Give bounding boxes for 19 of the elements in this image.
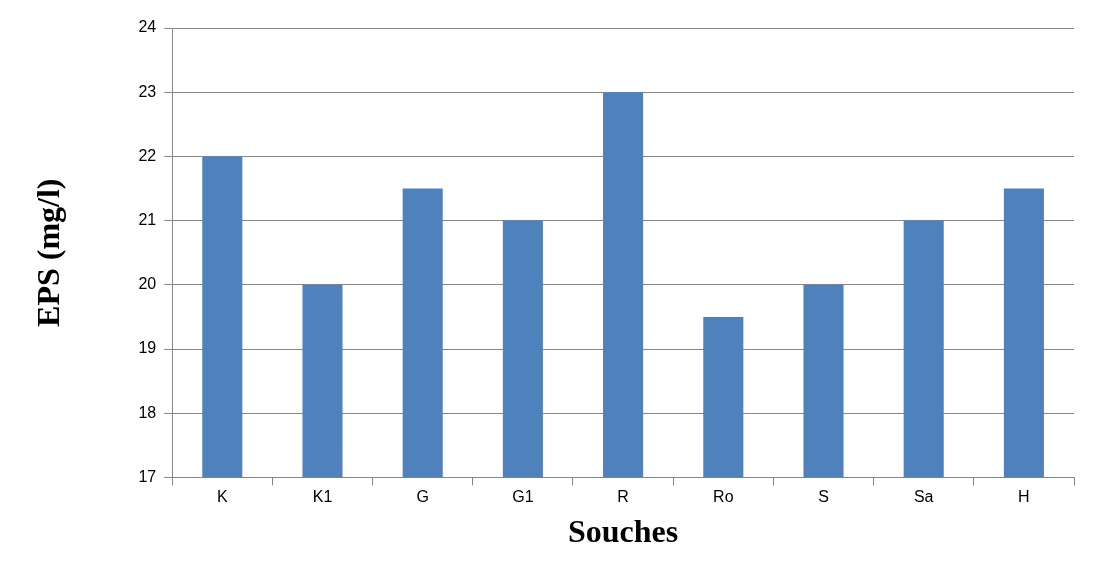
x-tick-label: Ro (713, 488, 734, 506)
y-tick-label: 24 (138, 18, 157, 36)
x-tick-label: R (617, 488, 629, 506)
y-axis-title: EPS (mg/l) (30, 178, 67, 327)
x-tick-label: G1 (512, 488, 534, 506)
x-tick-label: S (818, 488, 829, 506)
y-tick-label: 21 (138, 211, 157, 229)
x-tick-label: K1 (312, 488, 333, 506)
y-tick-label: 17 (138, 467, 157, 485)
x-tick-label: K (216, 488, 228, 506)
x-tick-label: Sa (913, 488, 934, 506)
x-tick-label: G (416, 488, 429, 506)
x-tick-label: H (1018, 488, 1030, 506)
x-axis-title: Souches (567, 513, 679, 550)
y-tick-label: 18 (138, 403, 157, 421)
y-tick-label: 20 (138, 275, 157, 293)
y-tick-label: 19 (138, 339, 157, 357)
y-tick-label: 23 (138, 82, 157, 100)
y-tick-label: 22 (138, 146, 157, 164)
